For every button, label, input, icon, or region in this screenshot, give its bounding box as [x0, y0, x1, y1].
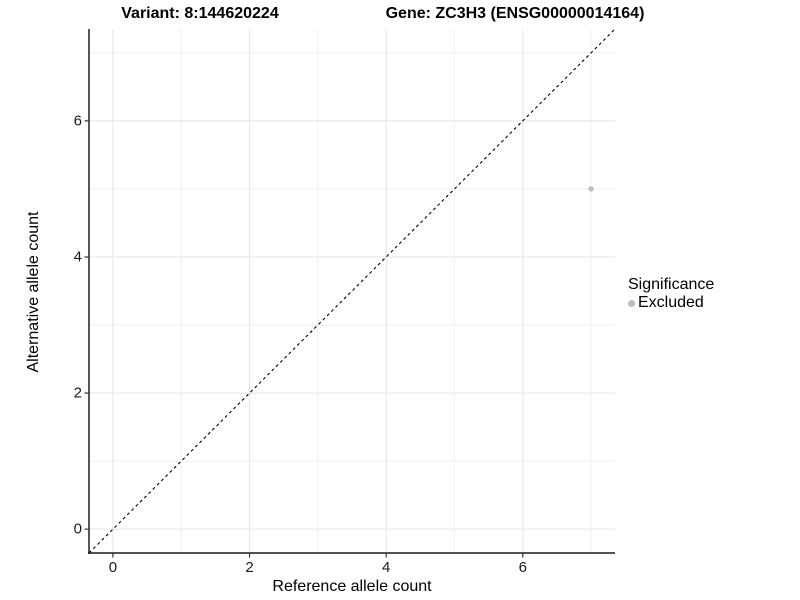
y-axis-title: Alternative allele count [25, 211, 42, 373]
diagonal-reference-line [88, 28, 616, 554]
legend-items: Excluded [628, 294, 714, 312]
x-tick-label: 4 [381, 559, 391, 576]
x-axis-title: Reference allele count [272, 578, 432, 595]
y-tick-label: 4 [73, 248, 82, 266]
legend-item-label: Excluded [638, 294, 704, 311]
legend-title: Significance [628, 276, 715, 293]
x-tick-label: 2 [245, 559, 254, 576]
x-tick-label: 6 [518, 559, 527, 576]
data-point [588, 186, 594, 192]
gene-title: Gene: ZC3H3 (ENSG00000014164) [385, 5, 645, 22]
legend-key-dot [628, 299, 635, 307]
legend: Significance Excluded [628, 275, 714, 312]
x-tick-label: 0 [108, 559, 118, 576]
y-tick-label: 0 [73, 520, 82, 538]
variant-title: Variant: 8:144620224 [121, 5, 279, 22]
y-tick-label: 6 [73, 112, 82, 130]
y-tick-label: 2 [73, 384, 82, 402]
legend-item: Excluded [628, 294, 714, 312]
